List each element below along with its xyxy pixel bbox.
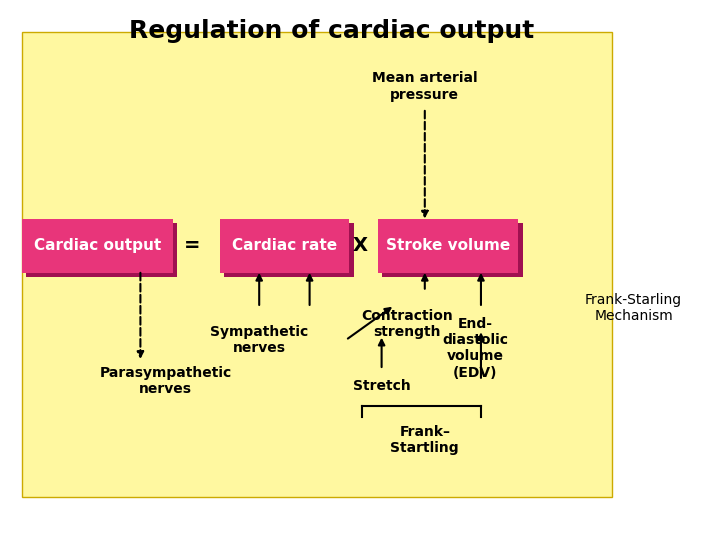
Text: Frank-Starling
Mechanism: Frank-Starling Mechanism — [585, 293, 682, 323]
Text: Cardiac output: Cardiac output — [34, 238, 161, 253]
Text: Frank–
Startling: Frank– Startling — [390, 425, 459, 455]
Text: X: X — [353, 236, 367, 255]
FancyBboxPatch shape — [224, 223, 354, 277]
Text: Contraction
strength: Contraction strength — [361, 309, 453, 339]
Text: Cardiac rate: Cardiac rate — [232, 238, 337, 253]
FancyBboxPatch shape — [22, 32, 612, 497]
Text: Regulation of cardiac output: Regulation of cardiac output — [129, 19, 534, 43]
Text: Mean arterial
pressure: Mean arterial pressure — [372, 71, 477, 102]
FancyBboxPatch shape — [26, 223, 177, 277]
Text: Parasympathetic
nerves: Parasympathetic nerves — [99, 366, 232, 396]
Text: End-
diastolic
volume
(EDV): End- diastolic volume (EDV) — [442, 317, 508, 380]
Text: Stretch: Stretch — [353, 379, 410, 393]
Text: Stroke volume: Stroke volume — [386, 238, 510, 253]
FancyBboxPatch shape — [22, 219, 173, 273]
Text: Sympathetic
nerves: Sympathetic nerves — [210, 325, 308, 355]
FancyBboxPatch shape — [378, 219, 518, 273]
FancyBboxPatch shape — [220, 219, 349, 273]
Text: =: = — [184, 236, 200, 255]
FancyBboxPatch shape — [382, 223, 523, 277]
